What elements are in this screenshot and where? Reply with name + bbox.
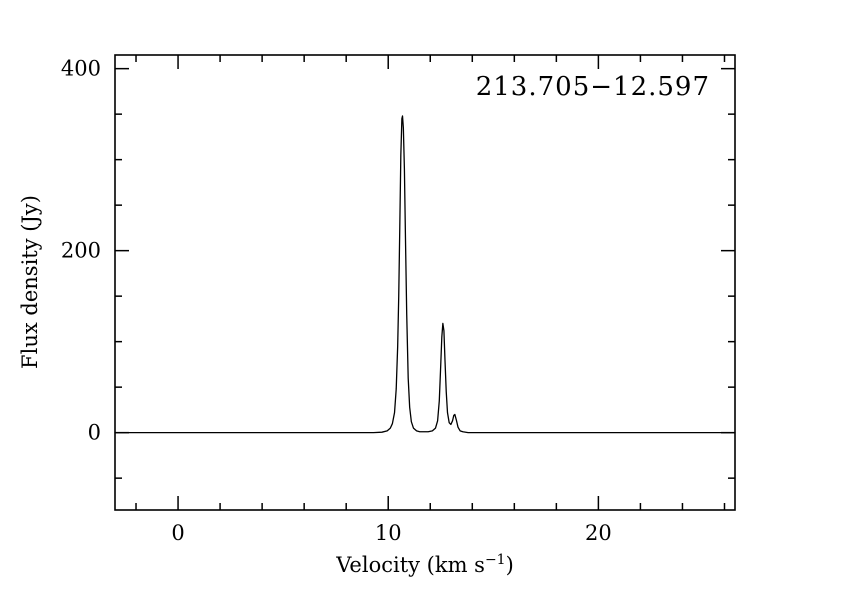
source-name-label: 213.705−12.597: [475, 72, 710, 102]
x-tick-label: 0: [171, 521, 184, 545]
y-tick-label: 0: [88, 421, 101, 445]
x-axis-label-text: Velocity (km s: [336, 553, 485, 577]
x-tick-label: 20: [585, 521, 612, 545]
x-tick-labels: 0 10 20: [171, 521, 611, 545]
y-axis-label: Flux density (Jy): [18, 195, 42, 369]
x-axis-label: Velocity (km s−1): [115, 552, 735, 577]
x-tick-label: 10: [375, 521, 402, 545]
y-tick-label: 200: [61, 239, 101, 263]
spectrum-line: [114, 115, 736, 434]
axes-frame: [114, 54, 736, 511]
x-axis-label-close: ): [505, 553, 514, 577]
x-axis-label-superscript: −1: [484, 552, 506, 568]
x-axis-ticks: [135, 55, 726, 510]
y-tick-label: 400: [61, 57, 101, 81]
y-tick-labels: 0 200 400: [61, 57, 101, 445]
